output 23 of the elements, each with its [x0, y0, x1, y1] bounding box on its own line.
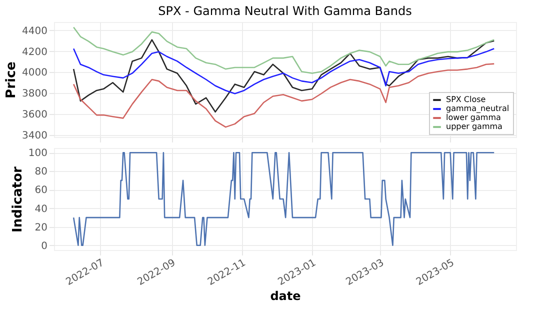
- y-tick-label: 3400: [22, 130, 48, 142]
- y-tick-label: 60: [34, 185, 48, 196]
- y-axis-title: Price: [4, 61, 20, 98]
- y-tick-label: 3800: [22, 88, 48, 100]
- line-series: [72, 48, 495, 94]
- y-tick-label: 0: [41, 240, 48, 252]
- y-tick-label: 80: [34, 166, 48, 178]
- y-tick-label: 20: [34, 222, 48, 234]
- y-tick-label: 4400: [22, 26, 48, 37]
- y-tick-label: 4200: [22, 46, 48, 58]
- x-axis-title: date: [270, 289, 301, 304]
- y-axis-title: Indicator: [10, 166, 26, 232]
- chart-title: SPX - Gamma Neutral With Gamma Bands: [158, 4, 412, 18]
- y-tick-label: 3600: [22, 110, 48, 120]
- y-tick-label: 40: [34, 204, 48, 215]
- legend-label: upper gamma: [446, 122, 503, 131]
- legend-label: lower gamma: [446, 113, 501, 122]
- line-series: [72, 26, 495, 74]
- legend-label: gamma_neutral: [446, 104, 510, 113]
- line-series: [72, 152, 495, 246]
- y-tick-label: 4000: [22, 68, 48, 79]
- y-tick-label: 100: [28, 148, 48, 160]
- legend-label: SPX Close: [446, 95, 486, 104]
